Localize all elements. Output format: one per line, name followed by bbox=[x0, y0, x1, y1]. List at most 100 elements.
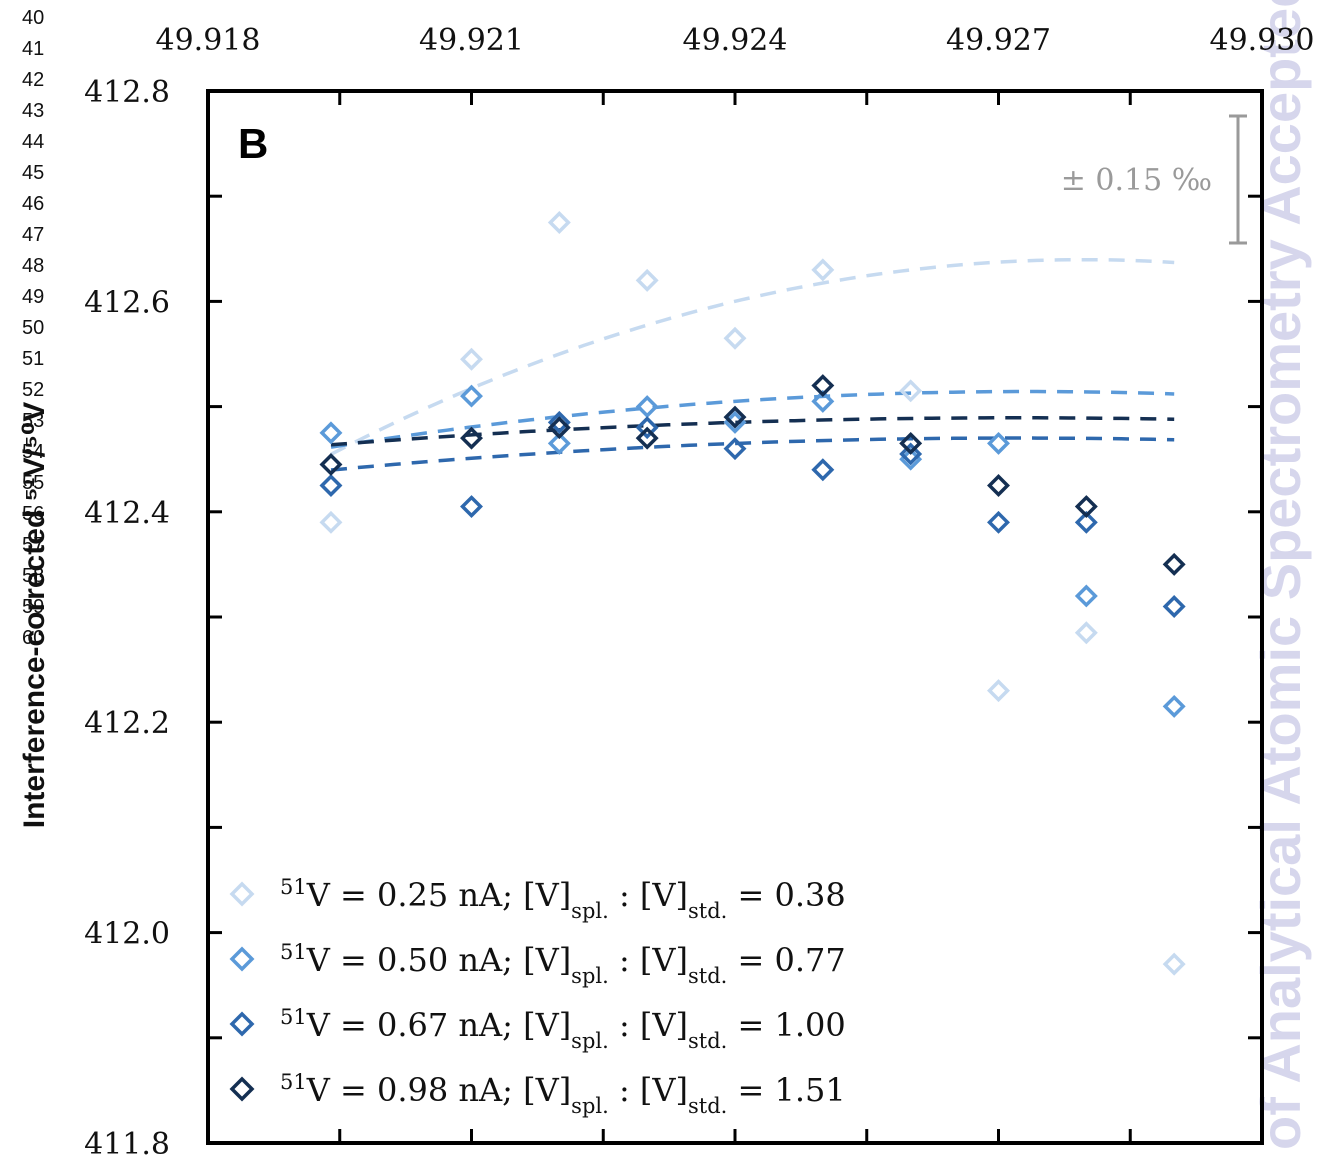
line-number: 50 bbox=[22, 317, 44, 339]
y-tick-label: 412.4 bbox=[84, 496, 170, 531]
watermark-text: of Analytical Atomic Spectrometry Accept… bbox=[1249, 0, 1312, 1150]
legend-sub-spl: spl. bbox=[571, 899, 609, 923]
legend-main: V = 0.67 nA; [V] bbox=[306, 1006, 571, 1044]
data-point-series-4 bbox=[460, 426, 483, 450]
legend-main: V = 0.25 nA; [V] bbox=[306, 876, 571, 914]
legend-end: = 1.00 bbox=[727, 1006, 845, 1044]
legend-sub-std: std. bbox=[688, 1029, 727, 1053]
legend-sup: 51 bbox=[280, 1005, 307, 1029]
data-point-series-2 bbox=[319, 421, 343, 445]
data-point-series-3 bbox=[899, 442, 923, 466]
fit-curve-series-1 bbox=[330, 257, 1175, 456]
data-point-series-1 bbox=[547, 211, 571, 234]
data-point-series-1 bbox=[899, 379, 923, 403]
data-point-series-4 bbox=[811, 374, 835, 398]
y-tick-label: 412.0 bbox=[84, 917, 170, 952]
scale-bar-label: ± 0.15 ‰ bbox=[1061, 163, 1212, 198]
fit-curve-series-4 bbox=[330, 416, 1175, 447]
legend-sup: 51 bbox=[280, 875, 307, 899]
data-point-series-4 bbox=[987, 474, 1010, 497]
data-point-series-4 bbox=[635, 426, 659, 450]
line-number: 55 bbox=[22, 472, 44, 494]
x-tick-label: 49.924 bbox=[683, 23, 788, 58]
line-number: 49 bbox=[22, 286, 44, 308]
line-number: 47 bbox=[22, 224, 44, 246]
data-point-series-2 bbox=[547, 431, 571, 455]
legend-marker-series-2 bbox=[229, 946, 255, 972]
data-point-series-3 bbox=[723, 437, 747, 461]
line-number: 60 bbox=[22, 627, 44, 649]
data-point-series-4 bbox=[1074, 495, 1098, 519]
line-number: 41 bbox=[22, 38, 44, 60]
legend-sub-std: std. bbox=[688, 964, 727, 988]
legend-sub-spl: spl. bbox=[571, 964, 609, 988]
x-tick-label: 49.930 bbox=[1210, 23, 1315, 58]
x-tick-label: 49.921 bbox=[419, 23, 524, 58]
line-number: 46 bbox=[22, 193, 44, 215]
x-tick-label: 49.918 bbox=[156, 23, 261, 58]
legend-marker-series-4 bbox=[229, 1076, 255, 1102]
data-point-series-1 bbox=[460, 347, 483, 371]
y-axis-label: Interference-corrected ⁵¹V/⁵⁰V bbox=[18, 402, 51, 828]
line-number: 54 bbox=[22, 441, 44, 463]
data-point-series-1 bbox=[723, 326, 747, 350]
line-number: 43 bbox=[22, 100, 44, 122]
data-point-series-4 bbox=[1162, 552, 1186, 576]
line-number: 40 bbox=[22, 7, 44, 29]
data-point-series-2 bbox=[1074, 584, 1098, 608]
data-point-series-4 bbox=[319, 452, 343, 476]
axis-ticks: 49.918 49.921 49.924 49.927 49.930 412.8 412.6… bbox=[84, 23, 1314, 1162]
data-point-series-3 bbox=[635, 416, 659, 440]
data-points bbox=[319, 211, 1186, 976]
legend-sub-spl: spl. bbox=[571, 1094, 609, 1118]
data-point-series-1 bbox=[319, 510, 343, 534]
data-point-series-4 bbox=[899, 431, 923, 455]
data-point-series-3 bbox=[987, 510, 1010, 534]
data-point-series-4 bbox=[547, 416, 571, 440]
scale-bar: ± 0.15 ‰ bbox=[1061, 114, 1247, 245]
line-number: 58 bbox=[22, 565, 44, 587]
line-number: 52 bbox=[22, 379, 44, 401]
line-number: 59 bbox=[22, 596, 44, 618]
line-number: 48 bbox=[22, 255, 44, 277]
legend-end: = 0.77 bbox=[727, 941, 845, 979]
legend-sub-std: std. bbox=[688, 899, 727, 923]
legend-end: = 0.38 bbox=[727, 876, 845, 914]
legend-entry-series-2: 51V = 0.50 nA; [V]spl. : [V]std. = 0.77 bbox=[280, 940, 846, 988]
line-number: 51 bbox=[22, 348, 44, 370]
panel-label: B bbox=[238, 120, 268, 167]
data-point-series-2 bbox=[811, 389, 835, 413]
legend-main: V = 0.98 nA; [V] bbox=[306, 1071, 571, 1109]
data-point-series-2 bbox=[1162, 694, 1186, 718]
data-point-series-2 bbox=[460, 384, 483, 408]
line-numbers: 40 41 42 43 44 45 46 47 48 49 50 51 52 53 54 55 56 57 58 59… bbox=[22, 7, 44, 649]
data-point-series-1 bbox=[635, 268, 659, 292]
data-point-series-4 bbox=[723, 405, 747, 429]
data-point-series-3 bbox=[547, 410, 571, 434]
data-point-series-1 bbox=[987, 679, 1010, 703]
fit-curve-series-3 bbox=[330, 436, 1175, 472]
legend: 51V = 0.25 nA; [V]spl. : [V]std. = 0.385… bbox=[229, 875, 846, 1118]
plot-frame-rect bbox=[206, 89, 1264, 1145]
data-point-series-1 bbox=[1074, 621, 1098, 645]
x-tick-label: 49.927 bbox=[946, 23, 1051, 58]
y-tick-label: 412.8 bbox=[84, 75, 170, 110]
data-point-series-3 bbox=[319, 474, 343, 497]
data-point-series-1 bbox=[811, 258, 835, 282]
legend-mid: : [V] bbox=[609, 1006, 688, 1044]
data-point-series-3 bbox=[811, 458, 835, 482]
legend-mid: : [V] bbox=[609, 876, 688, 914]
legend-sub-spl: spl. bbox=[571, 1029, 609, 1053]
plot-frame bbox=[206, 89, 1264, 1145]
y-tick-label: 412.6 bbox=[84, 285, 170, 320]
legend-entry-series-4: 51V = 0.98 nA; [V]spl. : [V]std. = 1.51 bbox=[280, 1070, 846, 1118]
data-point-series-2 bbox=[987, 431, 1010, 455]
watermark: of Analytical Atomic Spectrometry Accept… bbox=[1249, 0, 1312, 1150]
data-point-series-3 bbox=[1162, 595, 1186, 618]
line-number: 57 bbox=[22, 534, 44, 556]
legend-marker-series-3 bbox=[229, 1011, 255, 1037]
legend-sub-std: std. bbox=[688, 1094, 727, 1118]
legend-main: V = 0.50 nA; [V] bbox=[306, 941, 571, 979]
fit-curves bbox=[330, 257, 1175, 472]
